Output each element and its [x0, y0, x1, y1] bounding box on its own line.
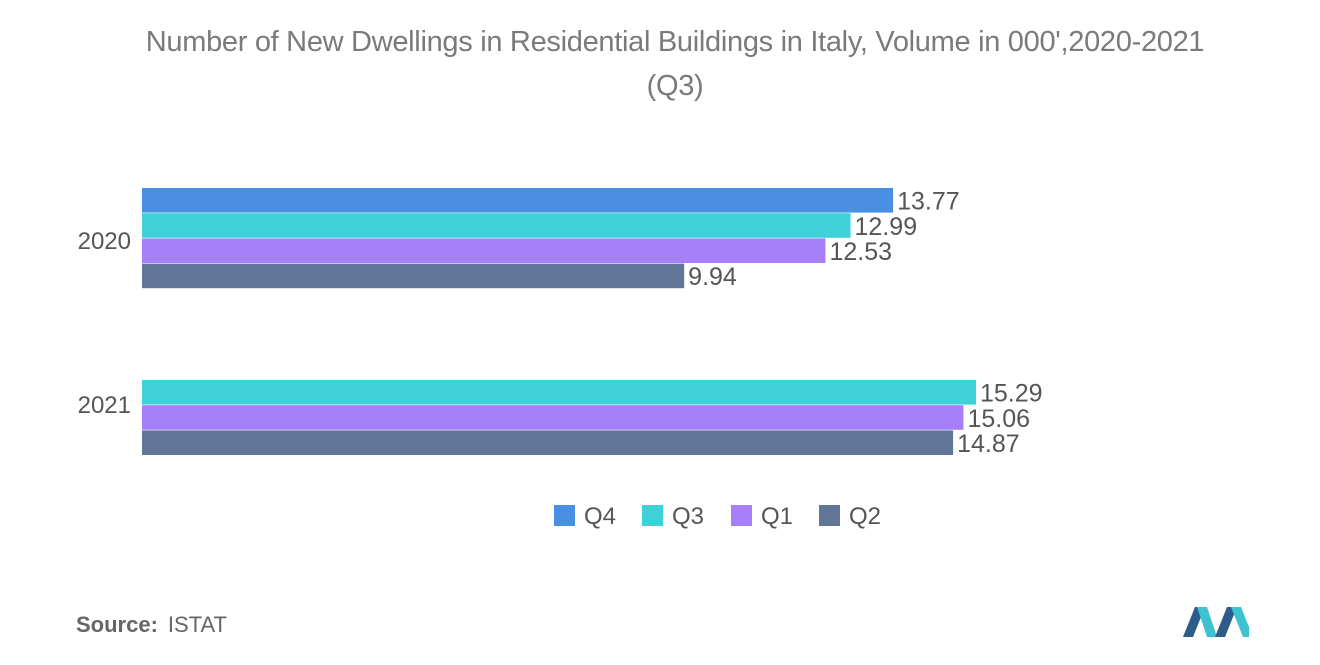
- legend-swatch-Q1: [731, 505, 752, 526]
- chart-title: Number of New Dwellings in Residential B…: [60, 20, 1290, 108]
- source-note: Source: ISTAT: [76, 612, 227, 638]
- data-label-2020-Q1: 12.53: [829, 238, 892, 266]
- logo-shape-2: [1197, 607, 1217, 637]
- logo-shape-3: [1215, 607, 1237, 637]
- source-label: Source:: [76, 612, 158, 637]
- data-label-2021-Q3: 15.29: [980, 380, 1043, 408]
- data-label-2021-Q1: 15.06: [967, 405, 1030, 433]
- logo-shape-4: [1231, 607, 1249, 637]
- bar-2021-Q3: [142, 380, 976, 405]
- data-label-2020-Q4: 13.77: [897, 188, 960, 216]
- bar-2020-Q3: [142, 213, 851, 238]
- data-label-2021-Q2: 14.87: [957, 430, 1020, 458]
- legend-label-Q2: Q2: [849, 503, 881, 530]
- category-label-2021: 2021: [78, 392, 131, 419]
- category-label-2020: 2020: [78, 228, 131, 255]
- data-label-2020-Q3: 12.99: [855, 213, 918, 241]
- legend-swatch-Q3: [642, 505, 663, 526]
- mordor-intelligence-logo: [1183, 607, 1249, 637]
- source-value: ISTAT: [167, 612, 227, 637]
- legend-swatch-Q2: [819, 505, 840, 526]
- legend-label-Q4: Q4: [584, 503, 616, 530]
- bar-2021-Q1: [142, 405, 964, 430]
- bar-2020-Q2: [142, 263, 685, 289]
- legend-swatch-Q4: [554, 505, 575, 526]
- bar-2020-Q1: [142, 238, 826, 263]
- chart-title-line-1: Number of New Dwellings in Residential B…: [145, 26, 1205, 58]
- bar-2020-Q4: [142, 188, 894, 213]
- legend-label-Q3: Q3: [672, 503, 704, 530]
- data-label-2020-Q2: 9.94: [688, 263, 737, 291]
- legend-label-Q1: Q1: [761, 503, 793, 530]
- bar-2021-Q2: [142, 430, 954, 455]
- chart-title-line-2: (Q3): [646, 70, 704, 102]
